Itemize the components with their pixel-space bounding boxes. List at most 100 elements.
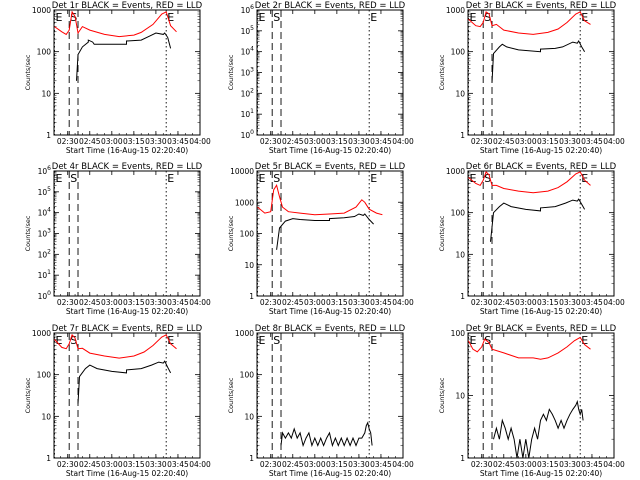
marker-label: S [273, 334, 280, 347]
panel-title: Det 1r BLACK = Events, RED = LLD [52, 1, 203, 11]
marker-label: E [370, 334, 377, 347]
x-tick-label: 02:45 [493, 298, 515, 307]
series-line-1 [257, 183, 383, 216]
y-tick-exponent: 1 [47, 269, 51, 276]
x-tick-label: 03:00 [101, 460, 123, 469]
x-tick-label: 03:30 [559, 298, 581, 307]
x-tick-label: 02:30 [57, 298, 79, 307]
x-tick-label: 03:45 [370, 460, 392, 469]
y-tick-label: 100 [37, 371, 52, 380]
y-tick-label: 1000 [235, 329, 254, 338]
x-tick-label: 03:45 [581, 460, 603, 469]
x-tick-label: 03:30 [145, 460, 167, 469]
marker-label: E [258, 11, 265, 24]
marker-label: E [167, 172, 174, 185]
marker-label: E [167, 11, 174, 24]
plot-frame [256, 332, 404, 459]
x-tick-label: 04:00 [603, 298, 625, 307]
x-tick-label: 04:00 [392, 137, 414, 146]
panel-title: Det 6r BLACK = Events, RED = LLD [466, 162, 617, 172]
panel-title: Det 4r BLACK = Events, RED = LLD [52, 162, 203, 172]
y-tick-base: 10 [241, 89, 251, 98]
x-tick-label: 03:00 [515, 137, 537, 146]
x-tick-label: 02:30 [260, 298, 282, 307]
marker-label: S [273, 172, 280, 185]
y-tick-label: 1000 [32, 6, 51, 15]
x-tick-label: 03:30 [348, 298, 370, 307]
y-tick-label: 1000 [235, 198, 254, 207]
x-tick-label: 02:45 [282, 298, 304, 307]
x-tick-label: 02:30 [57, 137, 79, 146]
y-tick-base: 10 [241, 69, 251, 78]
x-tick-label: 03:15 [537, 460, 559, 469]
marker-label: E [55, 334, 62, 347]
x-tick-label: 03:15 [123, 298, 145, 307]
x-tick-label: 03:15 [537, 298, 559, 307]
y-tick-base: 10 [38, 271, 48, 280]
x-axis-label: Start Time (16-Aug-15 02:20:40) [269, 307, 391, 316]
panel-title: Det 9r BLACK = Events, RED = LLD [466, 324, 617, 334]
series-line-2 [276, 213, 374, 250]
y-tick-base: 10 [241, 110, 251, 119]
y-tick-exponent: 6 [250, 4, 254, 11]
x-axis-label: Start Time (16-Aug-15 02:20:40) [480, 307, 602, 316]
series-line-2 [491, 39, 586, 83]
y-axis-label: Counts/sec [24, 54, 32, 90]
marker-label: E [469, 334, 476, 347]
x-axis-label: Start Time (16-Aug-15 02:20:40) [66, 146, 188, 155]
x-tick-label: 03:45 [167, 460, 189, 469]
marker-label: S [70, 334, 77, 347]
y-tick-label: 10 [41, 89, 51, 98]
y-axis-label: Counts/sec [227, 54, 235, 90]
chart-panel-5: Det 5r BLACK = Events, RED = LLD 02:30 02:… [227, 162, 414, 316]
x-tick-label: 02:30 [260, 460, 282, 469]
x-tick-label: 03:30 [559, 460, 581, 469]
marker-label: S [70, 11, 77, 24]
marker-label: E [370, 172, 377, 185]
x-tick-label: 03:00 [515, 460, 537, 469]
marker-label: E [370, 11, 377, 24]
x-tick-label: 03:45 [581, 298, 603, 307]
y-tick-label: 1 [249, 454, 254, 463]
y-tick-label: 10 [41, 412, 51, 421]
x-tick-label: 03:00 [304, 137, 326, 146]
y-tick-exponent: 5 [47, 186, 51, 193]
y-tick-label: 102 [241, 87, 255, 98]
marker-label: E [258, 172, 265, 185]
y-tick-label: 1 [460, 454, 465, 463]
x-tick-label: 03:45 [167, 137, 189, 146]
y-tick-label: 100 [451, 209, 466, 218]
marker-label: S [484, 334, 491, 347]
marker-label: S [484, 11, 491, 24]
series-line-1 [468, 336, 591, 360]
y-tick-label: 100 [451, 329, 466, 338]
chart-panel-8: Det 8r BLACK = Events, RED = LLD 02:30 02:… [227, 324, 414, 478]
x-tick-label: 04:00 [603, 460, 625, 469]
y-tick-label: 101 [241, 108, 255, 119]
marker-label: E [469, 172, 476, 185]
y-tick-label: 106 [38, 165, 52, 176]
y-axis-label: Counts/sec [438, 215, 446, 251]
chart-panel-4: Det 4r BLACK = Events, RED = LLD 02:30 02:… [24, 162, 211, 316]
x-axis-label: Start Time (16-Aug-15 02:20:40) [66, 469, 188, 478]
marker-label: S [273, 11, 280, 24]
x-axis-label: Start Time (16-Aug-15 02:20:40) [269, 146, 391, 155]
marker-label: S [70, 172, 77, 185]
marker-label: E [581, 11, 588, 24]
y-tick-exponent: 4 [47, 207, 51, 214]
y-tick-exponent: 4 [250, 46, 254, 53]
y-tick-label: 103 [38, 228, 52, 239]
x-tick-label: 03:15 [326, 137, 348, 146]
x-tick-label: 04:00 [189, 298, 211, 307]
x-tick-label: 04:00 [392, 460, 414, 469]
plot-frame [467, 9, 615, 136]
y-axis-label: Counts/sec [24, 377, 32, 413]
y-tick-base: 10 [38, 188, 48, 197]
y-tick-label: 105 [241, 25, 255, 36]
y-tick-label: 1000 [446, 6, 465, 15]
y-tick-label: 101 [38, 269, 52, 280]
x-tick-label: 03:30 [348, 460, 370, 469]
y-tick-label: 1000 [446, 167, 465, 176]
y-tick-base: 10 [241, 131, 251, 140]
y-tick-label: 10000 [230, 167, 254, 176]
